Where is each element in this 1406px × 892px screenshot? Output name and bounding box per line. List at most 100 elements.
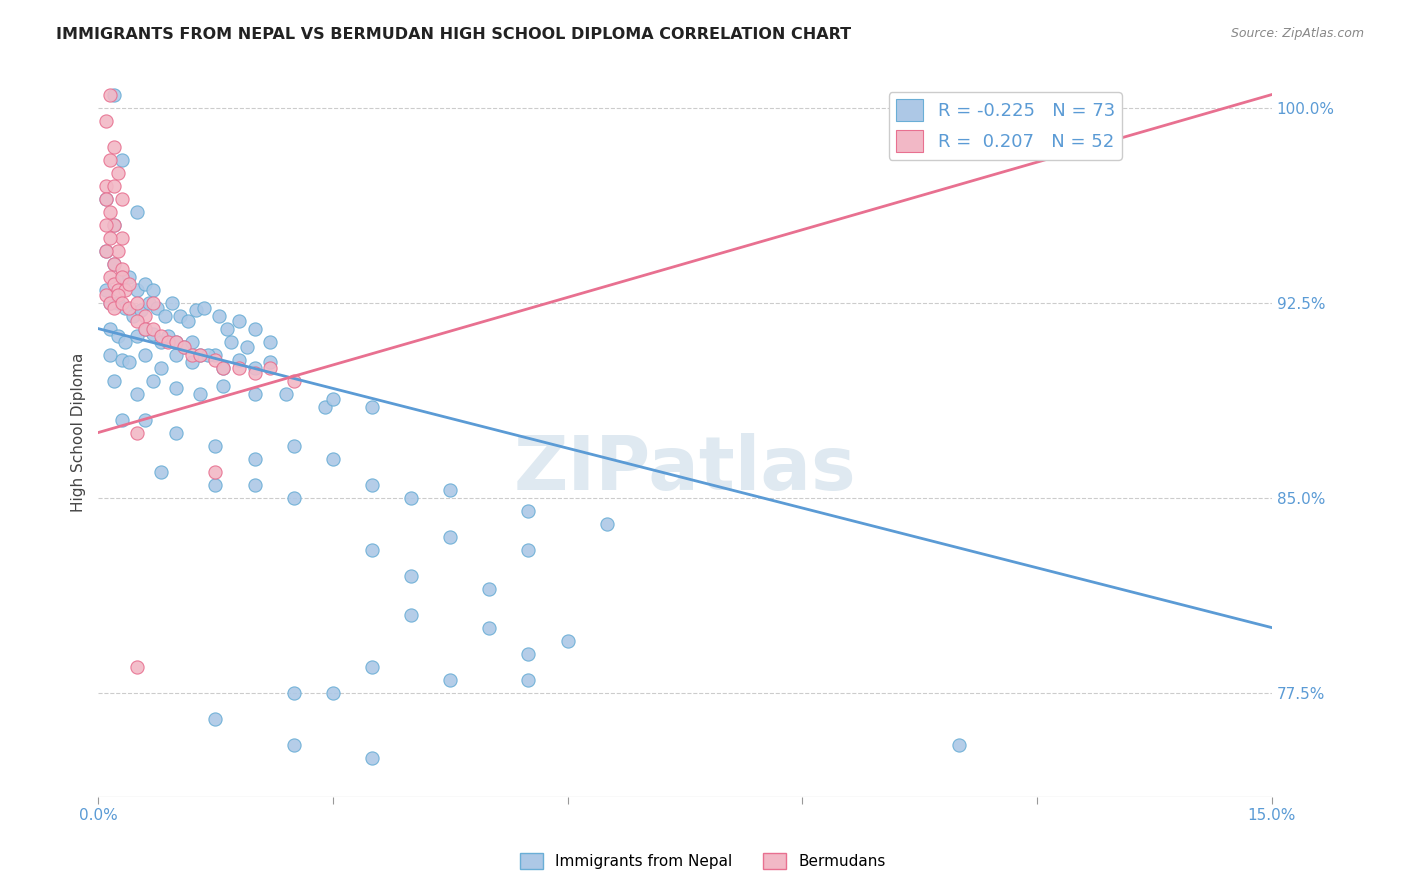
Point [107, 165, 129, 179]
Point [173, 340, 195, 354]
Point [94, 287, 117, 301]
Legend: Immigrants from Nepal, Bermudans: Immigrants from Nepal, Bermudans [515, 847, 891, 875]
Point [107, 283, 129, 297]
Point [127, 295, 149, 310]
Point [103, 218, 125, 232]
Text: IMMIGRANTS FROM NEPAL VS BERMUDAN HIGH SCHOOL DIPLOMA CORRELATION CHART: IMMIGRANTS FROM NEPAL VS BERMUDAN HIGH S… [56, 27, 852, 42]
Point [165, 348, 187, 362]
Point [103, 277, 125, 292]
Point [98, 269, 121, 284]
Point [439, 483, 461, 497]
Point [217, 321, 239, 335]
Y-axis label: High School Diploma: High School Diploma [72, 353, 86, 512]
Point [259, 355, 281, 369]
Point [129, 303, 152, 318]
Point [169, 309, 191, 323]
Point [204, 465, 226, 479]
Point [114, 301, 136, 315]
Point [94, 192, 117, 206]
Point [94, 192, 117, 206]
Point [149, 329, 172, 343]
Point [142, 283, 165, 297]
Point [110, 352, 132, 367]
Point [283, 439, 305, 453]
Point [114, 334, 136, 349]
Point [94, 113, 117, 128]
Point [98, 204, 121, 219]
Point [188, 386, 211, 401]
Point [94, 244, 117, 258]
Point [184, 303, 207, 318]
Point [204, 439, 226, 453]
Point [114, 283, 136, 297]
Point [153, 309, 176, 323]
Point [283, 374, 305, 388]
Point [399, 491, 422, 505]
Point [103, 374, 125, 388]
Point [596, 516, 619, 531]
Point [219, 334, 242, 349]
Point [134, 412, 156, 426]
Point [212, 360, 235, 375]
Point [134, 309, 156, 323]
Point [399, 568, 422, 582]
Point [517, 542, 540, 557]
Point [127, 329, 149, 343]
Point [103, 178, 125, 193]
Point [98, 87, 121, 102]
Point [98, 230, 121, 244]
Point [204, 712, 226, 726]
Legend: R = -0.225   N = 73, R =  0.207   N = 52: R = -0.225 N = 73, R = 0.207 N = 52 [889, 92, 1122, 160]
Point [142, 326, 165, 341]
Point [107, 244, 129, 258]
Point [361, 659, 384, 673]
Point [243, 477, 266, 491]
Point [127, 425, 149, 440]
Text: ZIPatlas: ZIPatlas [513, 433, 856, 506]
Point [478, 621, 501, 635]
Point [98, 348, 121, 362]
Point [157, 334, 180, 349]
Point [162, 295, 184, 310]
Point [439, 530, 461, 544]
Point [283, 686, 305, 700]
Point [149, 334, 172, 349]
Point [948, 738, 970, 752]
Point [259, 360, 281, 375]
Point [243, 386, 266, 401]
Point [134, 348, 156, 362]
Point [517, 673, 540, 687]
Point [98, 295, 121, 310]
Point [208, 309, 231, 323]
Point [361, 400, 384, 414]
Point [110, 269, 132, 284]
Point [243, 360, 266, 375]
Point [361, 477, 384, 491]
Point [259, 334, 281, 349]
Point [322, 686, 344, 700]
Point [173, 340, 195, 354]
Point [94, 178, 117, 193]
Point [134, 321, 156, 335]
Point [228, 314, 250, 328]
Point [94, 283, 117, 297]
Point [142, 321, 165, 335]
Point [98, 321, 121, 335]
Point [127, 386, 149, 401]
Point [138, 295, 160, 310]
Point [204, 477, 226, 491]
Point [517, 647, 540, 661]
Point [94, 218, 117, 232]
Point [107, 295, 129, 310]
Point [98, 153, 121, 167]
Point [103, 218, 125, 232]
Point [107, 287, 129, 301]
Point [235, 340, 257, 354]
Point [145, 301, 167, 315]
Point [181, 348, 204, 362]
Point [193, 301, 215, 315]
Point [94, 244, 117, 258]
Point [181, 355, 204, 369]
Point [243, 366, 266, 380]
Point [322, 451, 344, 466]
